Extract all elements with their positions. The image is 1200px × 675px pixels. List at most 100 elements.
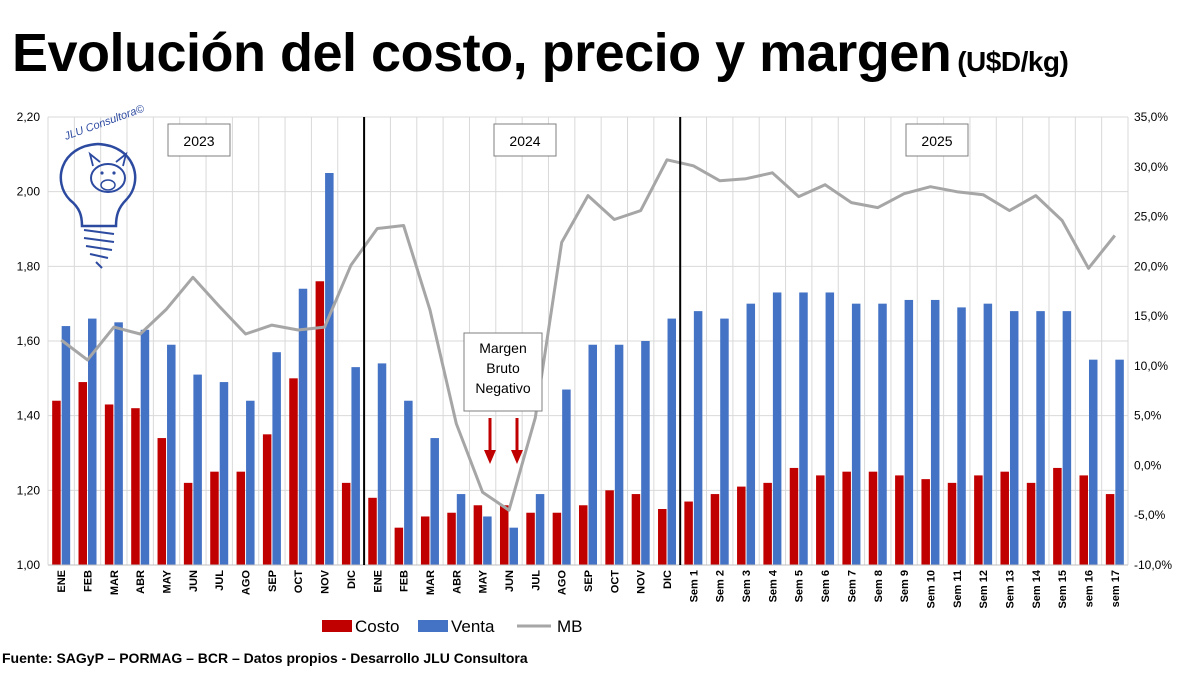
x-tick-label: sem 16 (1083, 570, 1095, 607)
venta-bar (904, 299, 914, 565)
costo-bar (262, 434, 272, 565)
chart-title: Evolución del costo, precio y margen (U$D… (12, 22, 1069, 84)
venta-bar (430, 438, 439, 565)
costo-bar (816, 475, 825, 565)
x-tick-label: Sem 9 (899, 570, 911, 602)
mb-line (60, 158, 1116, 512)
x-tick-label: Sem 13 (1004, 570, 1016, 609)
costo-bar (684, 501, 693, 565)
costo-bar (763, 482, 772, 565)
venta-bar (1115, 359, 1124, 565)
mb-line-group (60, 158, 1116, 512)
lightbulb-icon (59, 142, 137, 228)
title-unit: (U$D/kg) (957, 46, 1069, 77)
year-box (167, 123, 231, 157)
legend: Costo Venta MB (322, 617, 583, 636)
venta-bar (193, 374, 202, 565)
y-right-tick-label: 5,0% (1134, 409, 1162, 423)
legend-label: MB (557, 617, 583, 636)
costo-bar (789, 467, 799, 565)
x-tick-label: OCT (293, 570, 305, 594)
venta-bar (588, 344, 597, 565)
x-tick-label: Sem 6 (820, 570, 832, 602)
x-tick-label: AGO (557, 570, 569, 596)
costo-bar (131, 408, 140, 565)
venta-bar (983, 303, 993, 565)
costo-bar (341, 482, 351, 565)
legend-label: Costo (355, 617, 399, 636)
pig-ears-icon (88, 151, 128, 167)
x-tick-label: Sem 4 (767, 569, 779, 602)
x-tick-label: JUN (188, 570, 200, 592)
venta-bar (535, 494, 545, 565)
costo-bar (974, 475, 983, 565)
y-right-tick-label: 30,0% (1134, 160, 1168, 174)
red-arrow-head (484, 450, 496, 464)
venta-bar (825, 292, 835, 565)
y-left-tick-label: 1,00 (17, 558, 41, 572)
x-tick-label: MAY (478, 569, 490, 593)
costo-bar (210, 471, 219, 565)
bulb-base-icon (83, 229, 115, 269)
x-tick-label: Sem 8 (873, 570, 885, 602)
venta-bar (246, 400, 255, 565)
venta-bar (1009, 311, 1019, 565)
costo-bar (104, 404, 114, 565)
costo-bar (631, 494, 641, 565)
venta-bar (562, 389, 571, 565)
venta-bar (88, 318, 97, 565)
venta-bar (720, 318, 729, 565)
costo-bar (579, 505, 588, 565)
x-tick-label: DIC (346, 570, 358, 589)
costo-bar (921, 479, 930, 565)
x-tick-label: NOV (320, 569, 332, 594)
costo-bar (1000, 471, 1009, 565)
venta-bar (1062, 311, 1072, 565)
x-tick-label: ABR (135, 570, 147, 594)
x-tick-label: AGO (241, 570, 253, 596)
venta-bar (351, 367, 360, 565)
venta-bar (957, 307, 966, 565)
venta-bar (878, 303, 887, 565)
gridlines (47, 116, 1129, 566)
venta-bar (509, 527, 518, 565)
venta-bar (456, 494, 466, 565)
x-tick-label: sem 17 (1110, 570, 1122, 607)
x-tick-label: SEP (267, 570, 279, 592)
y-left-tick-label: 1,40 (17, 409, 41, 423)
costo-bar (947, 482, 957, 565)
bars (52, 173, 1124, 565)
x-tick-label: Sem 7 (846, 570, 858, 602)
annotation-group: Margen Bruto Negativo (463, 332, 543, 464)
x-tick-label: FEB (399, 570, 411, 592)
x-tick-label: NOV (636, 569, 648, 594)
x-tick-label: Sem 1 (688, 570, 700, 602)
y-right-tick-label: -10,0% (1134, 558, 1172, 572)
costo-bar (52, 400, 61, 565)
y-right-tick-label: 35,0% (1134, 110, 1168, 124)
title-text: Evolución del costo, precio y margen (12, 23, 952, 83)
y-left-tick-label: 1,80 (17, 259, 41, 273)
y-left-tick-label: 2,00 (17, 185, 41, 199)
y-right-tick-label: 15,0% (1134, 309, 1168, 323)
costo-bar (1026, 482, 1036, 565)
year-label: 2025 (921, 133, 952, 149)
x-tick-label: OCT (609, 570, 621, 594)
year-labels: 2023 2024 2025 (167, 123, 969, 157)
costo-bar (447, 512, 456, 565)
venta-bar (772, 292, 782, 565)
venta-bar (167, 344, 176, 565)
x-tick-label: Sem 12 (978, 570, 990, 609)
costo-bar (526, 512, 535, 565)
costo-bar (183, 482, 193, 565)
venta-bar (614, 344, 624, 565)
venta-bar (667, 318, 677, 565)
costo-bar (658, 509, 667, 565)
year-label: 2024 (509, 133, 540, 149)
costo-bar (895, 475, 904, 565)
x-tick-label: ABR (451, 570, 463, 594)
pig-snout-icon (100, 179, 116, 191)
costo-bar (552, 512, 562, 565)
costo-bar (737, 486, 746, 565)
venta-bar (114, 322, 123, 565)
